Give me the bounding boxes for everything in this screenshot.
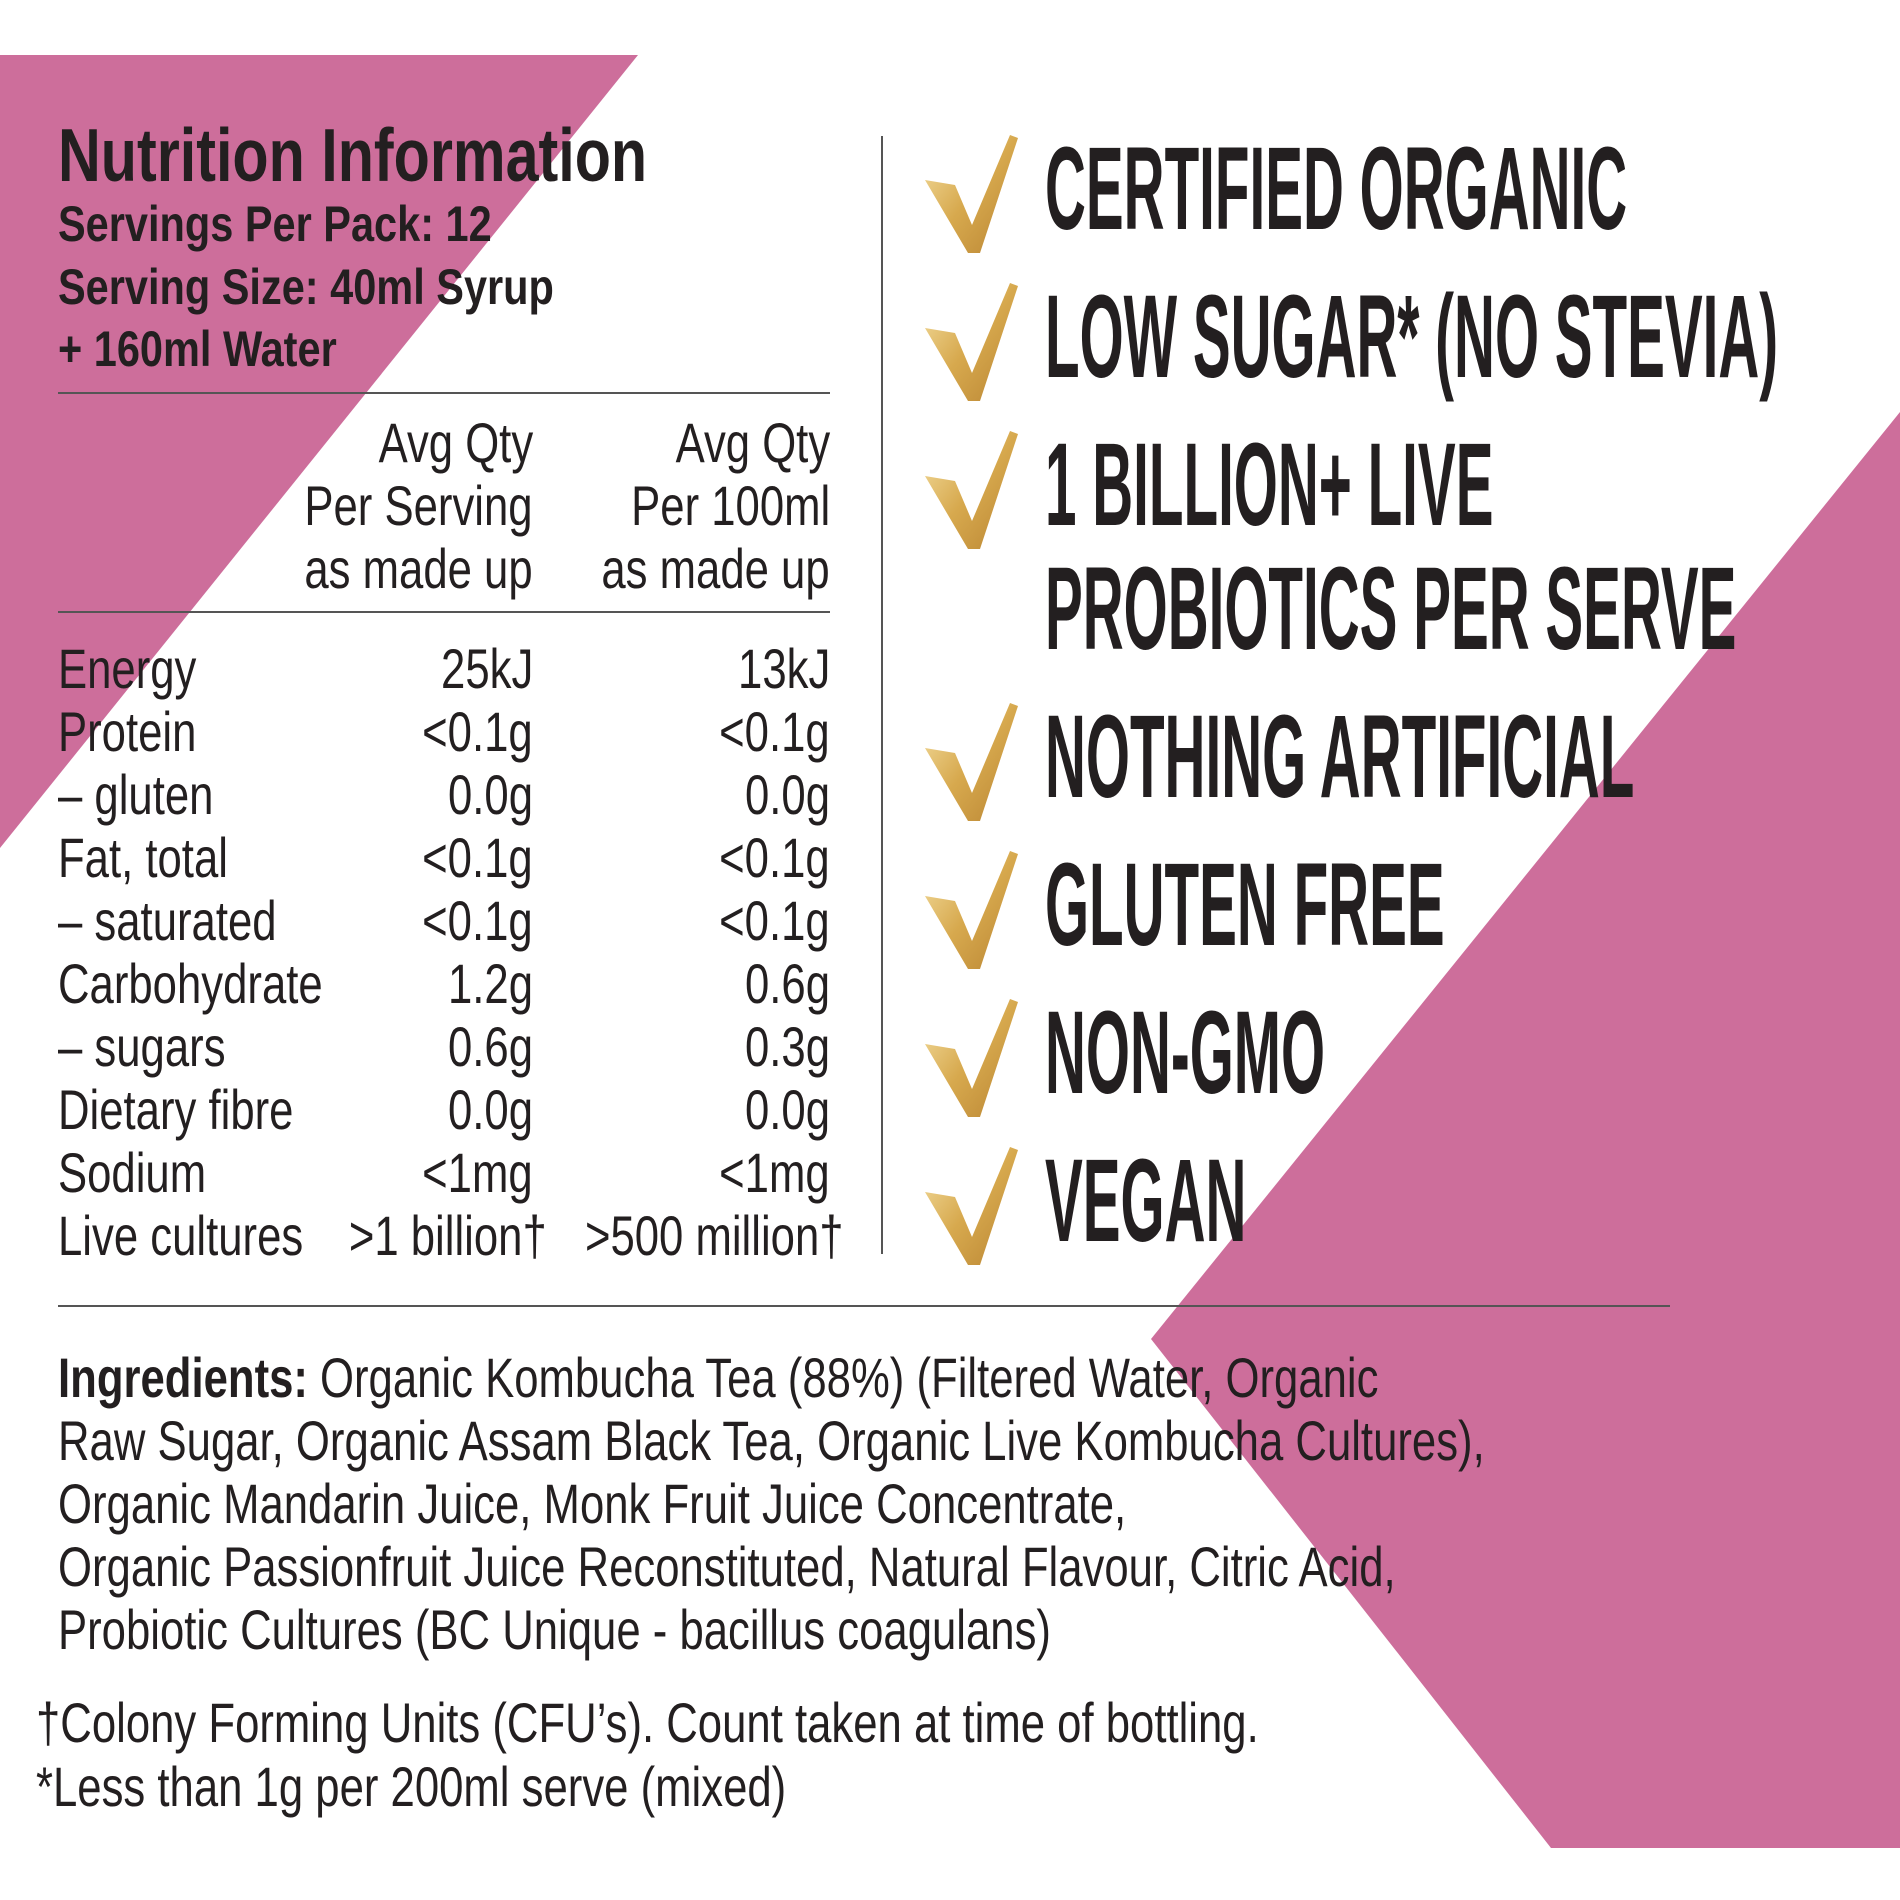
row-label: Carbohydrate xyxy=(58,952,323,1016)
cell-value: 0.0g xyxy=(447,763,533,827)
cell-value: <0.1g xyxy=(422,826,533,890)
claim: LOW SUGAR* (NO STEVIA) xyxy=(1045,271,1779,404)
row-label: Fat, total xyxy=(58,826,228,890)
cell-value: 0.0g xyxy=(744,1078,830,1142)
cell-value: 13kJ xyxy=(737,637,830,701)
row-label: – saturated xyxy=(58,889,277,953)
check-icon xyxy=(925,703,1018,821)
ingredients-text: Raw Sugar, Organic Assam Black Tea, Orga… xyxy=(58,1409,1485,1473)
title: Nutrition Information xyxy=(58,113,648,197)
row-label: – sugars xyxy=(58,1015,226,1079)
cell-value: <0.1g xyxy=(719,700,830,764)
column-header: Avg Qty xyxy=(378,411,533,475)
footnote: *Less than 1g per 200ml serve (mixed) xyxy=(36,1755,787,1819)
check-icon xyxy=(925,999,1018,1117)
check-icon xyxy=(925,135,1018,253)
cell-value: <1mg xyxy=(422,1141,533,1205)
ingredients-text: Probiotic Cultures (BC Unique - bacillus… xyxy=(58,1598,1051,1662)
check-icon xyxy=(925,851,1018,969)
cell-value: 0.0g xyxy=(744,763,830,827)
divider xyxy=(58,392,830,394)
claim: CERTIFIED ORGANIC xyxy=(1045,123,1628,256)
check-icon xyxy=(925,1147,1018,1265)
column-header: Avg Qty xyxy=(675,411,830,475)
check-icon xyxy=(925,283,1018,401)
cell-value: 0.3g xyxy=(744,1015,830,1079)
cell-value: <1mg xyxy=(719,1141,830,1205)
claim: 1 BILLION+ LIVE xyxy=(1045,419,1494,552)
cell-value: 1.2g xyxy=(447,952,533,1016)
footnote: †Colony Forming Units (CFU’s). Count tak… xyxy=(36,1691,1259,1755)
pink-band xyxy=(1151,412,1900,1848)
cell-value: 0.0g xyxy=(447,1078,533,1142)
row-label: Dietary fibre xyxy=(58,1078,294,1142)
ingredients-text: Organic Mandarin Juice, Monk Fruit Juice… xyxy=(58,1472,1127,1536)
row-label: Sodium xyxy=(58,1141,207,1205)
pink-band xyxy=(0,55,638,848)
column-header: Per 100ml xyxy=(630,474,830,538)
cell-value: 0.6g xyxy=(744,952,830,1016)
cell-value: 0.6g xyxy=(447,1015,533,1079)
divider xyxy=(58,611,830,613)
ingredients-text: Organic Kombucha Tea (88%) (Filtered Wat… xyxy=(319,1346,1379,1410)
row-label: Protein xyxy=(58,700,197,764)
check-icon xyxy=(925,431,1018,549)
divider xyxy=(881,136,883,1254)
cell-value: <0.1g xyxy=(719,826,830,890)
row-label: – gluten xyxy=(58,763,214,827)
divider xyxy=(58,1305,1670,1307)
claim: GLUTEN FREE xyxy=(1045,839,1445,972)
ingredients-text: Organic Passionfruit Juice Reconstituted… xyxy=(58,1535,1396,1599)
servings-per-pack: Servings Per Pack: 12 xyxy=(58,196,492,252)
column-header: as made up xyxy=(601,537,830,601)
claim: VEGAN xyxy=(1045,1135,1247,1268)
column-header: as made up xyxy=(304,537,533,601)
claim: PROBIOTICS PER SERVE xyxy=(1045,543,1737,676)
claim: NOTHING ARTIFICIAL xyxy=(1045,691,1635,824)
cell-value: >500 million† xyxy=(585,1204,844,1268)
claim: NON-GMO xyxy=(1045,987,1326,1120)
cell-value: 25kJ xyxy=(440,637,533,701)
row-label: Energy xyxy=(58,637,197,701)
cell-value: <0.1g xyxy=(422,889,533,953)
cell-value: <0.1g xyxy=(422,700,533,764)
cell-value: >1 billion† xyxy=(349,1204,547,1268)
ingredients-label: Ingredients: xyxy=(58,1346,308,1410)
row-label: Live cultures xyxy=(58,1204,304,1268)
serving-size: Serving Size: 40ml Syrup xyxy=(58,259,554,315)
serving-size: + 160ml Water xyxy=(58,321,337,377)
cell-value: <0.1g xyxy=(719,889,830,953)
column-header: Per Serving xyxy=(304,474,533,538)
